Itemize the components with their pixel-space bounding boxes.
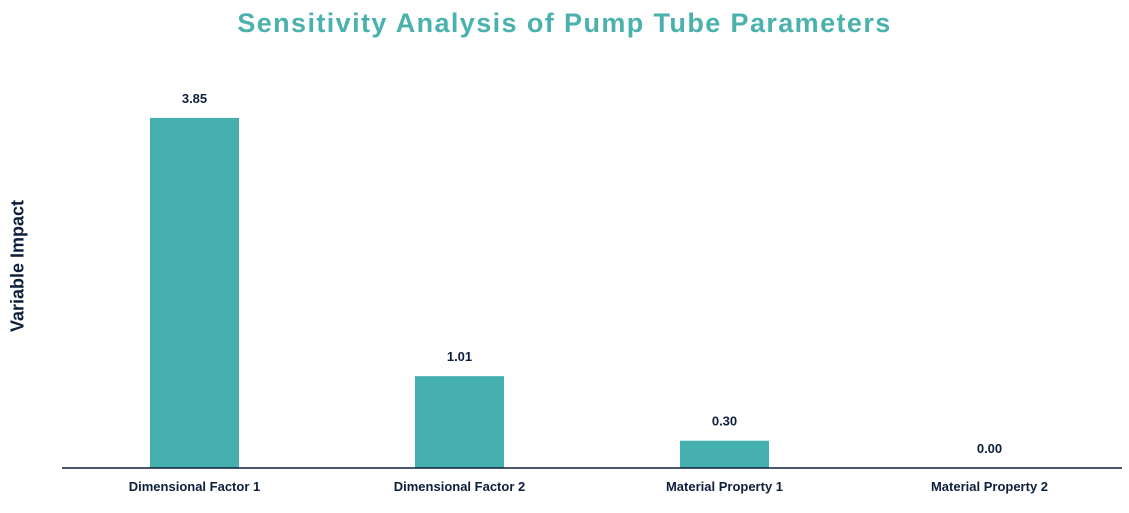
chart-title: Sensitivity Analysis of Pump Tube Parame… (237, 8, 892, 38)
value-label-3: 0.30 (712, 414, 737, 429)
value-label-1: 3.85 (182, 91, 207, 106)
x-tick-label-2: Dimensional Factor 2 (394, 479, 525, 494)
value-label-2: 1.01 (447, 349, 472, 364)
x-tick-label-3: Material Property 1 (666, 479, 783, 494)
bar-2 (415, 376, 504, 468)
value-label-4: 0.00 (977, 441, 1002, 456)
bar-1 (150, 117, 239, 468)
value-labels-group: 3.85 1.01 0.30 0.00 (182, 91, 1002, 456)
x-tick-labels-group: Dimensional Factor 1 Dimensional Factor 2… (129, 479, 1048, 494)
x-tick-label-1: Dimensional Factor 1 (129, 479, 260, 494)
x-tick-label-4: Material Property 2 (931, 479, 1048, 494)
bar-3 (680, 440, 769, 468)
bars-group (150, 117, 769, 468)
